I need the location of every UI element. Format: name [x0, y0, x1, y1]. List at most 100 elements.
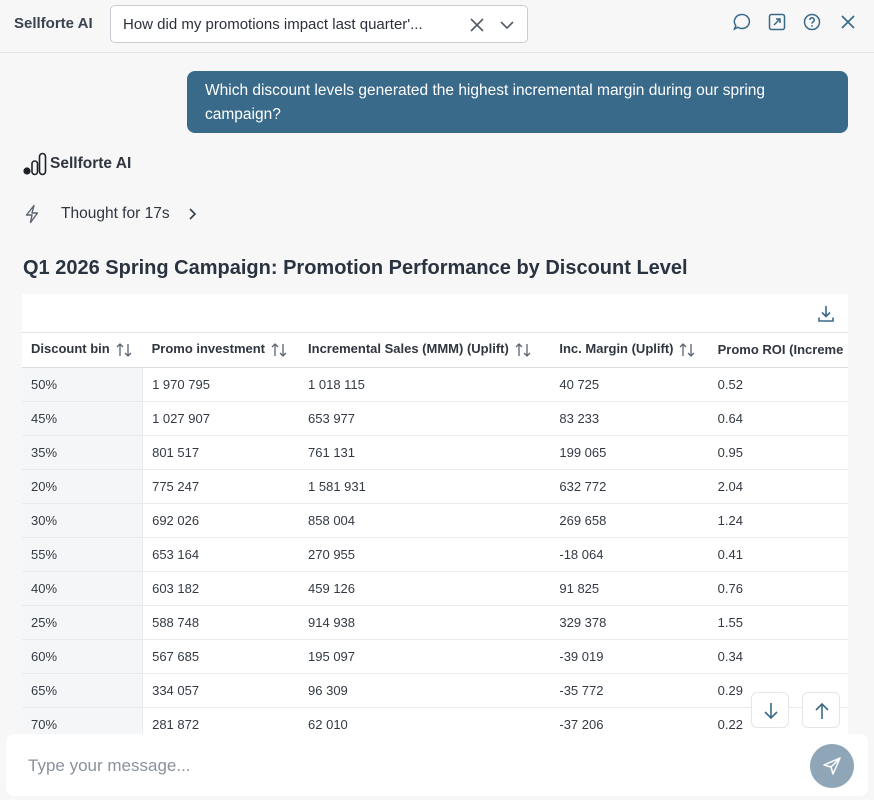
- table-row: 40% 603 182 459 126 91 825 0.76: [22, 571, 848, 606]
- close-icon[interactable]: [837, 11, 859, 33]
- table-cell: 62 010: [299, 707, 551, 734]
- table-cell: 0.52: [708, 367, 848, 402]
- table-cell: -37 206: [550, 707, 709, 734]
- column-header[interactable]: Incremental Sales (MMM) (Uplift): [299, 333, 551, 368]
- table-cell: 0.76: [708, 571, 848, 606]
- clear-icon[interactable]: [467, 15, 487, 35]
- sort-icon[interactable]: [270, 342, 288, 358]
- table-cell: 588 748: [142, 605, 300, 640]
- table-cell: 1.24: [708, 503, 848, 538]
- table-cell: 801 517: [142, 435, 300, 470]
- column-header[interactable]: Promo ROI (Increme: [708, 333, 848, 368]
- expand-icon[interactable]: [766, 11, 788, 33]
- table-row: 50% 1 970 795 1 018 115 40 725 0.52: [22, 367, 848, 402]
- table-cell: 40 725: [550, 367, 709, 402]
- thought-toggle[interactable]: Thought for 17s: [61, 205, 170, 222]
- table-cell: 269 658: [550, 503, 709, 538]
- table-cell: 55%: [22, 537, 144, 572]
- header-bar: Sellforte AI How did my promotions impac…: [0, 0, 874, 53]
- result-title: Q1 2026 Spring Campaign: Promotion Perfo…: [23, 257, 688, 279]
- table-cell: 65%: [22, 673, 144, 708]
- arrow-up-icon: [815, 702, 829, 719]
- brand-name: Sellforte AI: [14, 15, 93, 32]
- table-cell: 1 581 931: [299, 469, 551, 504]
- table-cell: 20%: [22, 469, 144, 504]
- lightning-icon: [25, 204, 39, 224]
- send-icon: [823, 757, 841, 775]
- user-message: Which discount levels generated the high…: [187, 71, 848, 133]
- table-cell: 653 977: [299, 401, 551, 436]
- table-cell: 30%: [22, 503, 144, 538]
- table-cell: 0.34: [708, 639, 848, 674]
- table-row: 30% 692 026 858 004 269 658 1.24: [22, 503, 848, 538]
- table-cell: 692 026: [142, 503, 300, 538]
- table-row: 65% 334 057 96 309 -35 772 0.29: [22, 673, 848, 708]
- table-cell: 632 772: [550, 469, 709, 504]
- table-header-row: Discount bin Promo investment Incrementa…: [22, 333, 848, 368]
- download-icon[interactable]: [816, 304, 836, 324]
- table-cell: 567 685: [142, 639, 300, 674]
- sort-icon[interactable]: [678, 342, 696, 358]
- table-row: 70% 281 872 62 010 -37 206 0.22: [22, 707, 848, 734]
- table-cell: 914 938: [299, 605, 551, 640]
- help-icon[interactable]: [801, 11, 823, 33]
- table-cell: 334 057: [142, 673, 300, 708]
- table-row: 20% 775 247 1 581 931 632 772 2.04: [22, 469, 848, 504]
- message-input[interactable]: [28, 752, 788, 780]
- table-cell: 1 018 115: [299, 367, 551, 402]
- table-cell: 329 378: [550, 605, 709, 640]
- table-cell: 1.55: [708, 605, 848, 640]
- table-cell: 761 131: [299, 435, 551, 470]
- column-header[interactable]: Inc. Margin (Uplift): [550, 333, 709, 368]
- table-cell: 603 182: [142, 571, 300, 606]
- scroll-up-button[interactable]: [802, 692, 840, 728]
- table-cell: 1 970 795: [142, 367, 300, 402]
- table-row: 35% 801 517 761 131 199 065 0.95: [22, 435, 848, 470]
- results-table-card: Discount bin Promo investment Incrementa…: [22, 294, 848, 734]
- table-cell: 1 027 907: [142, 401, 300, 436]
- scroll-down-button[interactable]: [751, 692, 789, 728]
- table-cell: 35%: [22, 435, 144, 470]
- chat-bubble-icon[interactable]: [731, 11, 753, 33]
- conversation-title: How did my promotions impact last quarte…: [123, 16, 423, 33]
- table-row: 25% 588 748 914 938 329 378 1.55: [22, 605, 848, 640]
- table-row: 60% 567 685 195 097 -39 019 0.34: [22, 639, 848, 674]
- column-header[interactable]: Discount bin: [22, 333, 143, 368]
- table-cell: 0.64: [708, 401, 848, 436]
- table-cell: 40%: [22, 571, 144, 606]
- send-button[interactable]: [810, 744, 854, 788]
- table-cell: 281 872: [142, 707, 300, 734]
- table-toolbar: [22, 294, 848, 333]
- sort-icon[interactable]: [514, 342, 532, 358]
- arrow-down-icon: [764, 703, 778, 720]
- assistant-name: Sellforte AI: [50, 155, 132, 172]
- chevron-down-icon[interactable]: [497, 15, 517, 35]
- table-cell: 60%: [22, 639, 144, 674]
- table-cell: -39 019: [550, 639, 709, 674]
- conversation-select[interactable]: How did my promotions impact last quarte…: [110, 5, 528, 43]
- table-cell: 2.04: [708, 469, 848, 504]
- table-cell: 25%: [22, 605, 144, 640]
- table-cell: 775 247: [142, 469, 300, 504]
- sellforte-logo-icon: [23, 152, 47, 176]
- table-cell: 45%: [22, 401, 144, 436]
- table-cell: 83 233: [550, 401, 709, 436]
- table-cell: 91 825: [550, 571, 709, 606]
- table-row: 55% 653 164 270 955 -18 064 0.41: [22, 537, 848, 572]
- table-cell: 195 097: [299, 639, 551, 674]
- table-cell: 459 126: [299, 571, 551, 606]
- table-cell: 653 164: [142, 537, 300, 572]
- table-cell: 96 309: [299, 673, 551, 708]
- table-cell: 50%: [22, 367, 144, 402]
- table-cell: 270 955: [299, 537, 551, 572]
- results-table: Discount bin Promo investment Incrementa…: [22, 333, 848, 734]
- chevron-right-icon[interactable]: [186, 207, 198, 221]
- sort-icon[interactable]: [115, 342, 133, 358]
- column-header[interactable]: Promo investment: [142, 333, 300, 368]
- table-cell: -18 064: [550, 537, 709, 572]
- table-cell: -35 772: [550, 673, 709, 708]
- table-cell: 0.95: [708, 435, 848, 470]
- table-cell: 858 004: [299, 503, 551, 538]
- message-composer: [6, 734, 868, 796]
- table-cell: 70%: [22, 707, 144, 734]
